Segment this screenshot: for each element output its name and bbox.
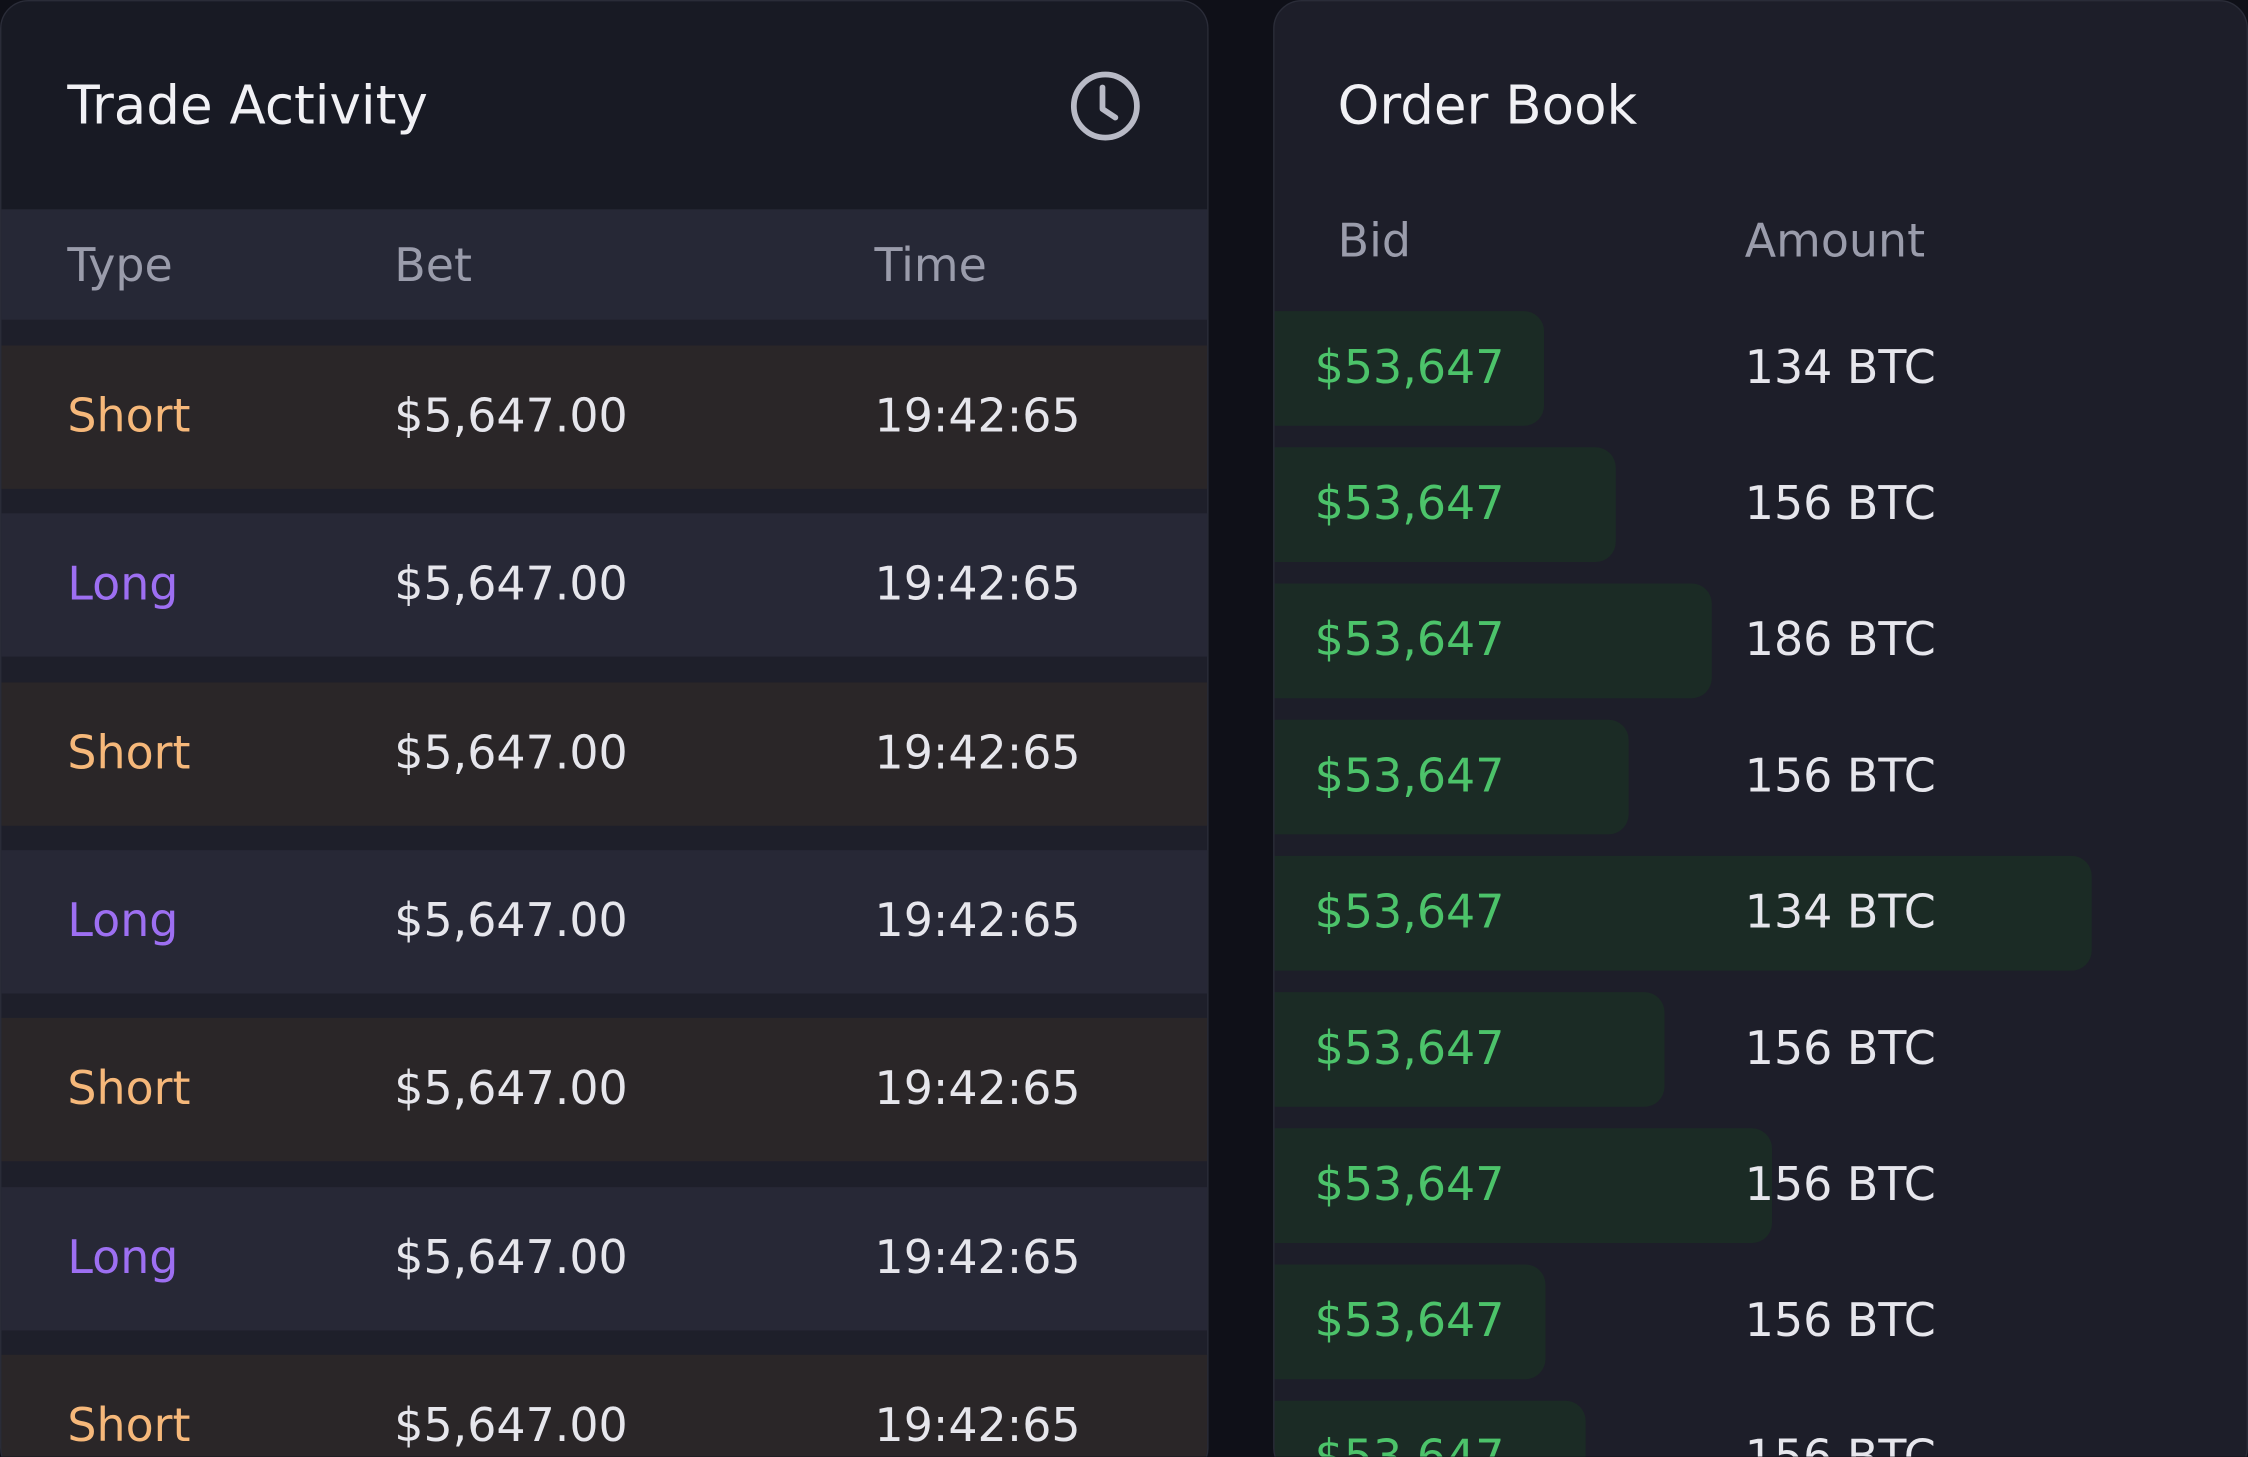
trade-time: 19:42:65 (874, 1229, 1081, 1284)
trade-bet: $5,647.00 (394, 556, 628, 612)
history-icon[interactable] (1068, 69, 1143, 144)
trade-row: Short $5,647.00 19:42:65 (1, 681, 1208, 826)
depth-bar (1274, 992, 1665, 1107)
trade-bet: $5,647.00 (394, 1229, 628, 1284)
bid-price: $53,647 (1314, 748, 1505, 803)
trade-type: Short (67, 724, 191, 780)
depth-bar (1274, 1264, 1546, 1380)
bid-amount: 156 BTC (1744, 1156, 1936, 1212)
trade-activity-panel: Trade Activity Type Bet Time Short $5,647.00… (0, 0, 1209, 1457)
column-header: Type (67, 237, 173, 293)
bid-amount: 156 BTC (1744, 748, 1936, 803)
trade-time: 19:42:65 (874, 724, 1081, 780)
depth-bar (1274, 447, 1616, 562)
depth-bar (1274, 1128, 1773, 1243)
bid-amount: 156 BTC (1744, 1429, 1936, 1457)
trade-row: Short $5,647.00 19:42:65 (1, 345, 1208, 489)
bid-amount: 156 BTC (1744, 1293, 1936, 1348)
bid-amount: 156 BTC (1744, 475, 1936, 531)
bid-amount: 134 BTC (1744, 339, 1936, 395)
trade-type: Long (67, 556, 179, 612)
panel-title: Trade Activity (67, 74, 428, 137)
trade-row: Long $5,647.00 19:42:65 (1, 513, 1208, 658)
bid-amount: 186 BTC (1744, 612, 1936, 667)
table-header (1, 209, 1208, 320)
trade-row: Long $5,647.00 19:42:65 (1, 1186, 1208, 1330)
trade-type: Long (67, 1229, 179, 1284)
trade-row: Long $5,647.00 19:42:65 (1, 850, 1208, 994)
bid-price: $53,647 (1314, 884, 1505, 940)
depth-bar (1274, 583, 1712, 699)
trade-type: Short (67, 1061, 191, 1116)
depth-bar (1274, 1400, 1586, 1457)
trade-bet: $5,647.00 (394, 1397, 628, 1453)
trade-row: Short $5,647.00 19:42:65 (1, 1354, 1208, 1457)
trade-type: Long (67, 893, 179, 948)
column-header: Time (874, 237, 987, 293)
trade-bet: $5,647.00 (394, 1061, 628, 1116)
panel-header (1, 1, 1208, 210)
trade-bet: $5,647.00 (394, 724, 628, 780)
trade-bet: $5,647.00 (394, 388, 628, 444)
depth-bar (1274, 719, 1629, 835)
trade-time: 19:42:65 (874, 556, 1081, 612)
bid-price: $53,647 (1314, 1156, 1505, 1212)
bid-amount: 134 BTC (1744, 884, 1936, 940)
bid-price: $53,647 (1314, 1293, 1505, 1348)
trade-type: Short (67, 388, 191, 444)
column-header: Amount (1744, 213, 1926, 269)
trade-time: 19:42:65 (874, 1061, 1081, 1116)
trade-time: 19:42:65 (874, 388, 1081, 444)
depth-bar (1274, 855, 2092, 971)
order-book-panel: Order Book Bid Amount $53,647 134 BTC $53,64… (1273, 0, 2248, 1457)
bid-price: $53,647 (1314, 339, 1505, 395)
trade-row: Short $5,647.00 19:42:65 (1, 1018, 1208, 1162)
trade-time: 19:42:65 (874, 1397, 1081, 1453)
bid-price: $53,647 (1314, 612, 1505, 667)
bid-price: $53,647 (1314, 1020, 1505, 1076)
column-header: Bid (1337, 213, 1411, 269)
trade-type: Short (67, 1397, 191, 1453)
bid-price: $53,647 (1314, 475, 1505, 531)
depth-bar (1274, 311, 1545, 426)
trade-bet: $5,647.00 (394, 893, 628, 948)
panel-title: Order Book (1337, 74, 1638, 137)
bid-price: $53,647 (1314, 1429, 1505, 1457)
column-header: Bet (394, 237, 472, 293)
trade-time: 19:42:65 (874, 893, 1081, 948)
bid-amount: 156 BTC (1744, 1020, 1936, 1076)
